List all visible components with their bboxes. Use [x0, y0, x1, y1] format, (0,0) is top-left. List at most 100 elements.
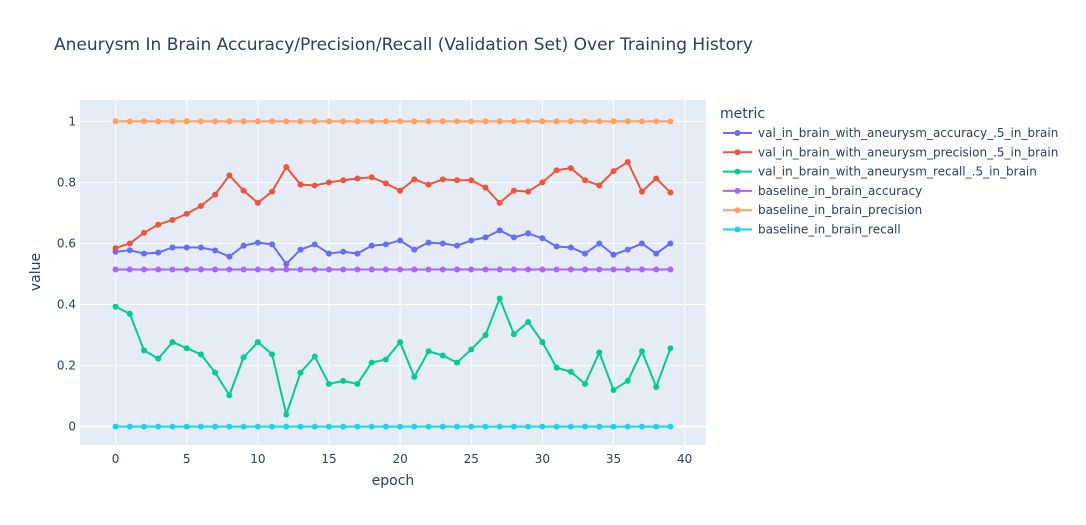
data-point[interactable] [354, 175, 361, 182]
data-point[interactable] [411, 266, 418, 273]
data-point[interactable] [283, 411, 290, 418]
data-point[interactable] [638, 423, 645, 430]
data-point[interactable] [197, 423, 204, 430]
data-point[interactable] [183, 423, 190, 430]
data-point[interactable] [283, 260, 290, 267]
data-point[interactable] [653, 266, 660, 273]
data-point[interactable] [454, 359, 461, 366]
data-point[interactable] [155, 221, 162, 228]
data-point[interactable] [141, 118, 148, 125]
data-point[interactable] [297, 423, 304, 430]
data-point[interactable] [340, 248, 347, 255]
data-point[interactable] [439, 118, 446, 125]
data-point[interactable] [297, 246, 304, 253]
series-baseline_in_brain_accuracy[interactable] [112, 266, 674, 273]
data-point[interactable] [596, 266, 603, 273]
data-point[interactable] [510, 331, 517, 338]
data-point[interactable] [653, 175, 660, 182]
data-point[interactable] [667, 266, 674, 273]
data-point[interactable] [596, 349, 603, 356]
data-point[interactable] [610, 423, 617, 430]
data-point[interactable] [567, 368, 574, 375]
data-point[interactable] [368, 423, 375, 430]
data-point[interactable] [126, 266, 133, 273]
series-val_in_brain_with_aneurysm_recall_.5_in_brain[interactable] [112, 295, 674, 418]
data-point[interactable] [354, 380, 361, 387]
data-point[interactable] [667, 240, 674, 247]
data-point[interactable] [368, 242, 375, 249]
data-point[interactable] [539, 179, 546, 186]
data-point[interactable] [454, 118, 461, 125]
data-point[interactable] [197, 244, 204, 251]
data-point[interactable] [382, 423, 389, 430]
data-point[interactable] [112, 266, 119, 273]
series-val_in_brain_with_aneurysm_accuracy_.5_in_brain[interactable] [112, 227, 674, 267]
data-point[interactable] [397, 339, 404, 346]
data-point[interactable] [311, 266, 318, 273]
data-point[interactable] [553, 423, 560, 430]
data-point[interactable] [155, 118, 162, 125]
data-point[interactable] [240, 266, 247, 273]
data-point[interactable] [567, 165, 574, 172]
data-point[interactable] [141, 423, 148, 430]
data-point[interactable] [354, 423, 361, 430]
data-point[interactable] [126, 423, 133, 430]
data-point[interactable] [325, 250, 332, 257]
data-point[interactable] [340, 377, 347, 384]
data-point[interactable] [212, 247, 219, 254]
data-point[interactable] [155, 249, 162, 256]
data-point[interactable] [425, 118, 432, 125]
data-point[interactable] [226, 118, 233, 125]
data-point[interactable] [311, 182, 318, 189]
data-point[interactable] [354, 266, 361, 273]
legend-item[interactable]: baseline_in_brain_accuracy [723, 184, 922, 198]
data-point[interactable] [155, 266, 162, 273]
data-point[interactable] [425, 423, 432, 430]
data-point[interactable] [539, 118, 546, 125]
data-point[interactable] [411, 176, 418, 183]
data-point[interactable] [155, 355, 162, 362]
data-point[interactable] [638, 240, 645, 247]
data-point[interactable] [112, 118, 119, 125]
data-point[interactable] [183, 244, 190, 251]
data-point[interactable] [269, 351, 276, 358]
data-point[interactable] [553, 364, 560, 371]
data-point[interactable] [482, 234, 489, 241]
data-point[interactable] [126, 247, 133, 254]
data-point[interactable] [439, 423, 446, 430]
data-point[interactable] [582, 118, 589, 125]
legend-item[interactable]: val_in_brain_with_aneurysm_precision_.5_… [723, 145, 1058, 159]
data-point[interactable] [582, 266, 589, 273]
data-point[interactable] [454, 423, 461, 430]
data-point[interactable] [382, 266, 389, 273]
data-point[interactable] [510, 234, 517, 241]
data-point[interactable] [397, 266, 404, 273]
data-point[interactable] [439, 266, 446, 273]
data-point[interactable] [340, 177, 347, 184]
data-point[interactable] [183, 210, 190, 217]
data-point[interactable] [126, 118, 133, 125]
data-point[interactable] [397, 237, 404, 244]
series-baseline_in_brain_recall[interactable] [112, 423, 674, 430]
data-point[interactable] [269, 423, 276, 430]
data-point[interactable] [226, 266, 233, 273]
data-point[interactable] [567, 244, 574, 251]
data-point[interactable] [411, 118, 418, 125]
data-point[interactable] [582, 177, 589, 184]
data-point[interactable] [311, 423, 318, 430]
data-point[interactable] [382, 356, 389, 363]
data-point[interactable] [567, 266, 574, 273]
data-point[interactable] [354, 118, 361, 125]
data-point[interactable] [212, 423, 219, 430]
data-point[interactable] [382, 118, 389, 125]
data-point[interactable] [382, 241, 389, 248]
data-point[interactable] [397, 118, 404, 125]
data-point[interactable] [269, 118, 276, 125]
data-point[interactable] [212, 118, 219, 125]
data-point[interactable] [226, 392, 233, 399]
data-point[interactable] [525, 266, 532, 273]
data-point[interactable] [582, 423, 589, 430]
data-point[interactable] [510, 423, 517, 430]
data-point[interactable] [610, 266, 617, 273]
legend[interactable]: metric val_in_brain_with_aneurysm_accura… [720, 106, 1058, 237]
